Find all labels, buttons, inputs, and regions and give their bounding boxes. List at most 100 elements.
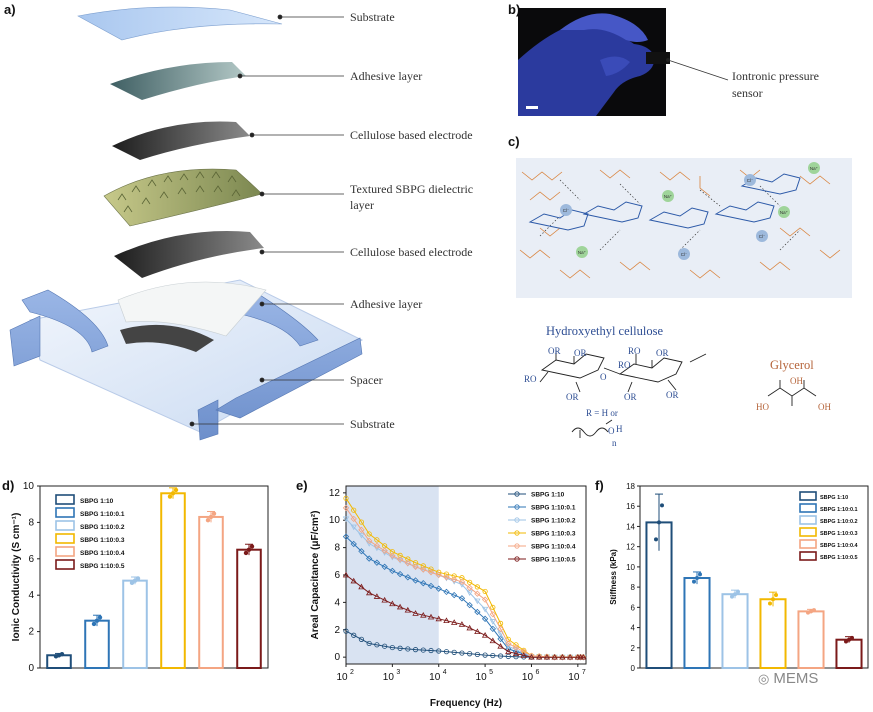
e-marker	[435, 585, 442, 592]
e-marker	[350, 577, 357, 584]
e-marker	[436, 648, 442, 654]
d-bar	[84, 619, 110, 669]
e-ytick-label: 10	[329, 515, 341, 526]
panel-b-label: b)	[508, 2, 521, 17]
e-xtick-exp: 3	[396, 669, 400, 676]
f-bar	[759, 598, 787, 669]
f-bar	[683, 577, 711, 669]
f-datapoint	[774, 592, 778, 597]
callout-dielectric-2: layer	[350, 198, 374, 212]
f-datapoint	[698, 572, 702, 577]
e-marker	[467, 651, 473, 657]
f-ytick-label: 6	[631, 603, 636, 612]
e-legend-label: SBPG 1:10:0.5	[531, 557, 576, 564]
e-marker	[505, 640, 512, 647]
e-marker	[381, 547, 388, 554]
e-marker	[396, 603, 404, 610]
e-marker	[482, 588, 488, 595]
e-marker	[351, 632, 357, 638]
panel-f-label: f)	[595, 478, 604, 493]
e-legend-label: SBPG 1:10:0.3	[531, 531, 576, 538]
svg-text:OR: OR	[656, 348, 669, 358]
e-legend-label: SBPG 1:10	[531, 492, 565, 499]
e-legend-marker	[514, 556, 520, 562]
e-marker	[551, 653, 558, 660]
e-marker	[412, 563, 419, 570]
e-marker	[427, 613, 435, 620]
e-marker	[497, 625, 504, 633]
e-marker	[443, 588, 450, 596]
e-marker	[404, 574, 411, 581]
e-shaded-region	[346, 486, 439, 664]
e-marker	[458, 582, 466, 588]
e-marker	[358, 583, 365, 590]
e-marker	[520, 648, 527, 655]
f-ytick-label: 18	[626, 482, 635, 491]
e-legend-marker	[514, 491, 520, 497]
svg-text:n: n	[612, 438, 617, 448]
d-datapoint	[205, 518, 211, 523]
glycerol-network	[519, 169, 841, 279]
f-ytick-label: 16	[626, 502, 635, 511]
e-marker	[389, 549, 395, 555]
sensor-device	[646, 52, 670, 64]
svg-text:OR: OR	[548, 346, 561, 356]
glycerol-labels: HO OH OH	[756, 376, 831, 412]
e-marker	[397, 645, 403, 651]
e-marker	[343, 628, 349, 634]
f-ytick-label: 0	[631, 664, 636, 673]
d-legend-swatch	[55, 507, 75, 518]
d-legend-swatch	[55, 533, 75, 544]
f-ytick-label: 12	[626, 543, 635, 552]
panel-c-label: c)	[508, 134, 520, 149]
e-marker	[482, 652, 488, 658]
e-marker	[459, 575, 465, 581]
e-marker	[458, 578, 466, 586]
e-marker	[405, 646, 411, 652]
e-marker	[559, 653, 566, 660]
watermark: ◎ MEMS	[758, 670, 818, 687]
f-legend-swatch	[799, 515, 817, 525]
e-marker	[512, 644, 520, 651]
e-marker	[543, 653, 551, 660]
e-marker	[528, 653, 535, 660]
f-bar	[835, 638, 863, 670]
d-ylabel: Ionic Conductivity (S cm⁻¹)	[11, 513, 22, 642]
f-datapoint	[809, 609, 813, 614]
svg-text:OR: OR	[624, 392, 637, 402]
e-marker	[373, 593, 381, 599]
e-legend-marker	[514, 504, 520, 510]
f-datapoint	[844, 639, 848, 644]
f-datapoint	[806, 610, 810, 615]
e-ytick-label: 6	[334, 570, 340, 581]
e-marker	[358, 532, 365, 539]
svg-text:Cl⁻: Cl⁻	[747, 178, 754, 183]
callout-iontronic-1: Iontronic pressure	[732, 69, 819, 83]
e-marker	[436, 569, 442, 575]
e-marker	[412, 560, 419, 566]
panel-a-callout-lines	[189, 14, 344, 427]
e-legend-marker	[514, 543, 520, 549]
f-datapoint	[736, 589, 740, 594]
e-marker	[467, 579, 473, 585]
e-marker	[412, 647, 419, 653]
d-datapoint	[59, 651, 65, 657]
e-marker	[505, 648, 512, 655]
svg-text:RO: RO	[524, 374, 537, 384]
e-marker	[389, 644, 395, 651]
svg-text:OH: OH	[790, 376, 803, 386]
d-datapoint	[249, 544, 255, 549]
e-marker	[420, 566, 427, 573]
svg-text:R = H or: R = H or	[586, 408, 618, 418]
d-datapoint	[94, 618, 100, 623]
e-marker	[358, 526, 365, 533]
e-marker	[451, 619, 458, 625]
e-marker	[474, 584, 480, 590]
e-xlabel: Frequency (Hz)	[430, 698, 502, 709]
d-datapoint	[135, 576, 141, 581]
d-ytick-label: 0	[28, 663, 34, 674]
e-marker	[373, 559, 381, 566]
e-marker	[435, 615, 442, 622]
e-marker	[382, 643, 388, 649]
